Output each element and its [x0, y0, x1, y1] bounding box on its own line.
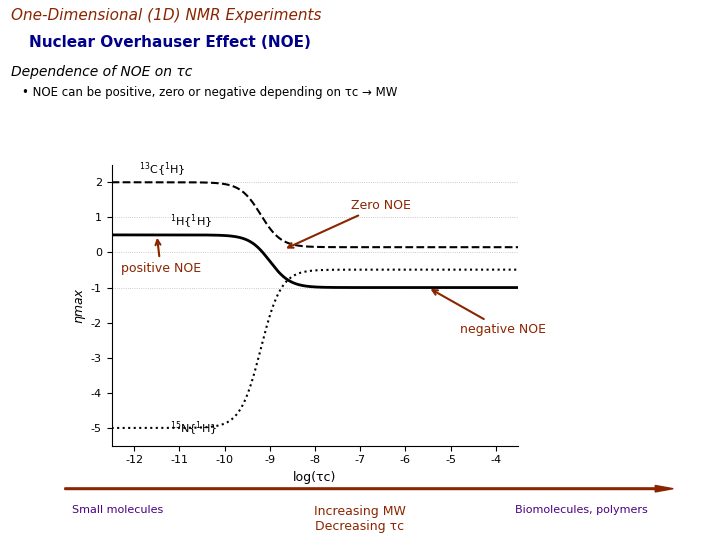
Text: One-Dimensional (1D) NMR Experiments: One-Dimensional (1D) NMR Experiments: [11, 8, 321, 23]
Text: negative NOE: negative NOE: [433, 290, 546, 336]
X-axis label: log(τc): log(τc): [293, 471, 337, 484]
Text: Dependence of NOE on τc: Dependence of NOE on τc: [11, 65, 192, 79]
Text: • NOE can be positive, zero or negative depending on τc → MW: • NOE can be positive, zero or negative …: [22, 86, 397, 99]
Text: $^{15}$N{$^1$H}: $^{15}$N{$^1$H}: [171, 419, 217, 437]
Text: Biomolecules, polymers: Biomolecules, polymers: [516, 505, 648, 515]
Text: Nuclear Overhauser Effect (NOE): Nuclear Overhauser Effect (NOE): [29, 35, 310, 50]
Text: $^{13}$C{$^1$H}: $^{13}$C{$^1$H}: [139, 160, 185, 179]
Text: $^1$H{$^1$H}: $^1$H{$^1$H}: [171, 213, 212, 231]
Text: Increasing MW
Decreasing τc: Increasing MW Decreasing τc: [314, 505, 406, 533]
Text: positive NOE: positive NOE: [121, 240, 201, 275]
Text: Zero NOE: Zero NOE: [288, 199, 411, 248]
Text: Small molecules: Small molecules: [72, 505, 163, 515]
Y-axis label: ηmax: ηmax: [72, 288, 85, 322]
